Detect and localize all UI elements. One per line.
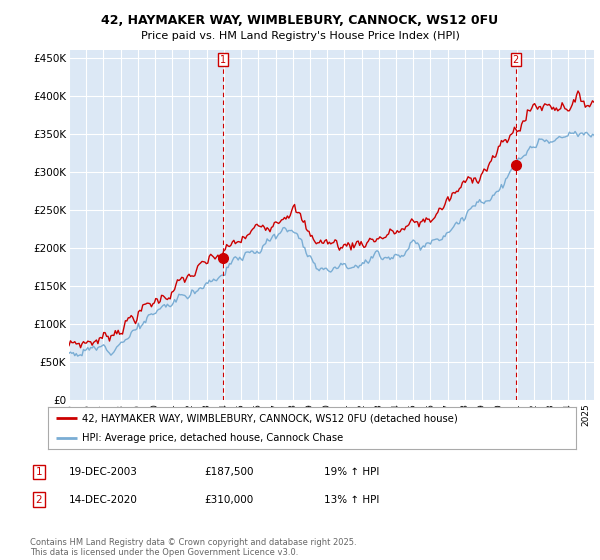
Text: £310,000: £310,000 — [204, 494, 253, 505]
Text: 2: 2 — [35, 494, 43, 505]
Text: Price paid vs. HM Land Registry's House Price Index (HPI): Price paid vs. HM Land Registry's House … — [140, 31, 460, 41]
Text: HPI: Average price, detached house, Cannock Chase: HPI: Average price, detached house, Cann… — [82, 433, 344, 443]
Text: Contains HM Land Registry data © Crown copyright and database right 2025.
This d: Contains HM Land Registry data © Crown c… — [30, 538, 356, 557]
Text: 2: 2 — [512, 54, 519, 64]
Text: 19% ↑ HPI: 19% ↑ HPI — [324, 467, 379, 477]
Text: 14-DEC-2020: 14-DEC-2020 — [69, 494, 138, 505]
Text: 13% ↑ HPI: 13% ↑ HPI — [324, 494, 379, 505]
Text: 42, HAYMAKER WAY, WIMBLEBURY, CANNOCK, WS12 0FU (detached house): 42, HAYMAKER WAY, WIMBLEBURY, CANNOCK, W… — [82, 413, 458, 423]
Text: 1: 1 — [220, 54, 226, 64]
Text: 19-DEC-2003: 19-DEC-2003 — [69, 467, 138, 477]
Text: £187,500: £187,500 — [204, 467, 254, 477]
Text: 1: 1 — [35, 467, 43, 477]
Text: 42, HAYMAKER WAY, WIMBLEBURY, CANNOCK, WS12 0FU: 42, HAYMAKER WAY, WIMBLEBURY, CANNOCK, W… — [101, 14, 499, 27]
